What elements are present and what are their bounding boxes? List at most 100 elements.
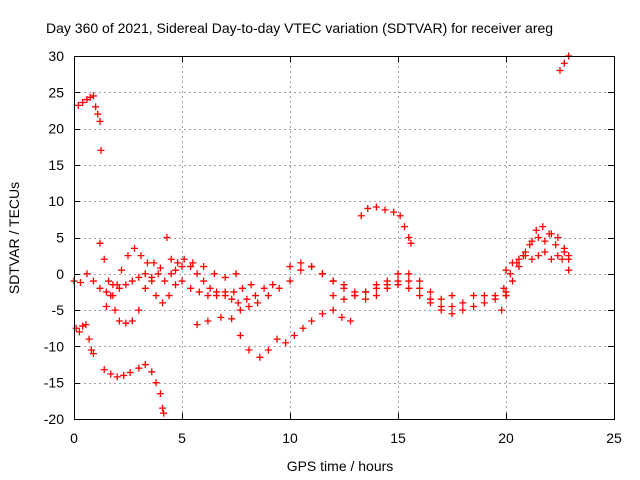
data-point [135, 306, 143, 314]
x-axis-label: GPS time / hours [287, 458, 394, 474]
data-point [498, 306, 506, 314]
data-point [187, 263, 195, 271]
data-point [532, 226, 540, 234]
data-point [528, 255, 536, 263]
data-point [94, 110, 102, 118]
data-point [416, 277, 424, 285]
data-point [165, 292, 173, 300]
data-point [534, 252, 542, 260]
data-point [135, 364, 143, 372]
data-point [96, 239, 104, 247]
data-point [113, 281, 121, 289]
data-point [228, 315, 236, 323]
data-point [74, 101, 82, 109]
data-point [189, 259, 197, 267]
data-point [437, 302, 445, 310]
data-point [217, 313, 225, 321]
series-mid-band-b [329, 277, 510, 310]
data-point [556, 67, 564, 75]
axis-ticks: 0 5 10 15 20 25 -20 -15 -10 -5 0 5 10 15 20 25 30 [44, 48, 622, 446]
data-point [394, 277, 402, 285]
data-point [236, 306, 244, 314]
data-point [400, 223, 408, 231]
data-point [448, 310, 456, 318]
data-point [502, 292, 510, 300]
data-point [128, 317, 136, 325]
data-point [221, 273, 229, 281]
data-point [195, 288, 203, 296]
data-point [167, 255, 175, 263]
data-point [340, 295, 348, 303]
data-point [172, 266, 180, 274]
data-point [154, 270, 162, 278]
data-point [565, 255, 573, 263]
data-point [204, 317, 212, 325]
data-point [210, 270, 218, 278]
data-point [273, 335, 281, 343]
data-point [100, 366, 108, 374]
data-point [100, 255, 108, 263]
data-point [308, 317, 316, 325]
data-point [245, 346, 253, 354]
data-point [124, 252, 132, 260]
data-point [156, 390, 164, 398]
data-point [128, 277, 136, 285]
data-point [238, 284, 246, 292]
data-point [554, 234, 562, 241]
data-point [206, 284, 214, 292]
data-point [448, 302, 456, 310]
y-tick-label: -5 [52, 302, 65, 318]
x-tick-label: 20 [498, 430, 514, 446]
data-point [470, 302, 478, 310]
series-late-top [556, 52, 573, 75]
data-point [159, 404, 167, 412]
data-point [534, 234, 542, 241]
data-point [364, 204, 372, 212]
data-point [539, 223, 547, 231]
data-point [269, 281, 277, 289]
series-evening-rise-c [502, 248, 573, 274]
y-tick-label: 15 [48, 157, 64, 173]
data-point [92, 103, 100, 111]
data-point [122, 281, 130, 289]
y-tick-label: 25 [48, 84, 64, 100]
series-evening-rise-a [498, 230, 573, 314]
data-point [381, 206, 389, 214]
data-point [416, 284, 424, 292]
data-point [416, 292, 424, 300]
data-point [560, 248, 568, 256]
data-point [264, 292, 272, 300]
y-tick-label: 5 [56, 230, 64, 246]
chart-title: Day 360 of 2021, Sidereal Day-to-day VTE… [46, 20, 553, 36]
data-point [541, 237, 549, 245]
data-point [437, 295, 445, 303]
data-point [329, 277, 337, 285]
data-point [297, 259, 305, 267]
data-point [152, 379, 160, 387]
data-point [500, 284, 508, 292]
y-tick-label: 10 [48, 193, 64, 209]
data-point [558, 255, 566, 263]
data-point [82, 321, 90, 329]
data-point [515, 263, 523, 271]
data-point [346, 317, 354, 325]
data-point [148, 368, 156, 376]
data-point [230, 288, 238, 296]
data-point [491, 292, 499, 300]
data-point [141, 361, 149, 369]
data-point [126, 369, 134, 377]
data-point [260, 284, 268, 292]
data-point [528, 237, 536, 245]
y-tick-label: -20 [44, 411, 64, 427]
y-tick-label: -10 [44, 338, 64, 354]
data-point [159, 299, 167, 307]
data-point [228, 295, 236, 303]
data-point [111, 306, 119, 314]
data-point [502, 266, 510, 274]
data-point [79, 322, 87, 330]
data-point [232, 270, 240, 278]
y-tick-label: 0 [56, 266, 64, 282]
series-wave-early-a [96, 234, 240, 289]
data-point [234, 299, 242, 307]
